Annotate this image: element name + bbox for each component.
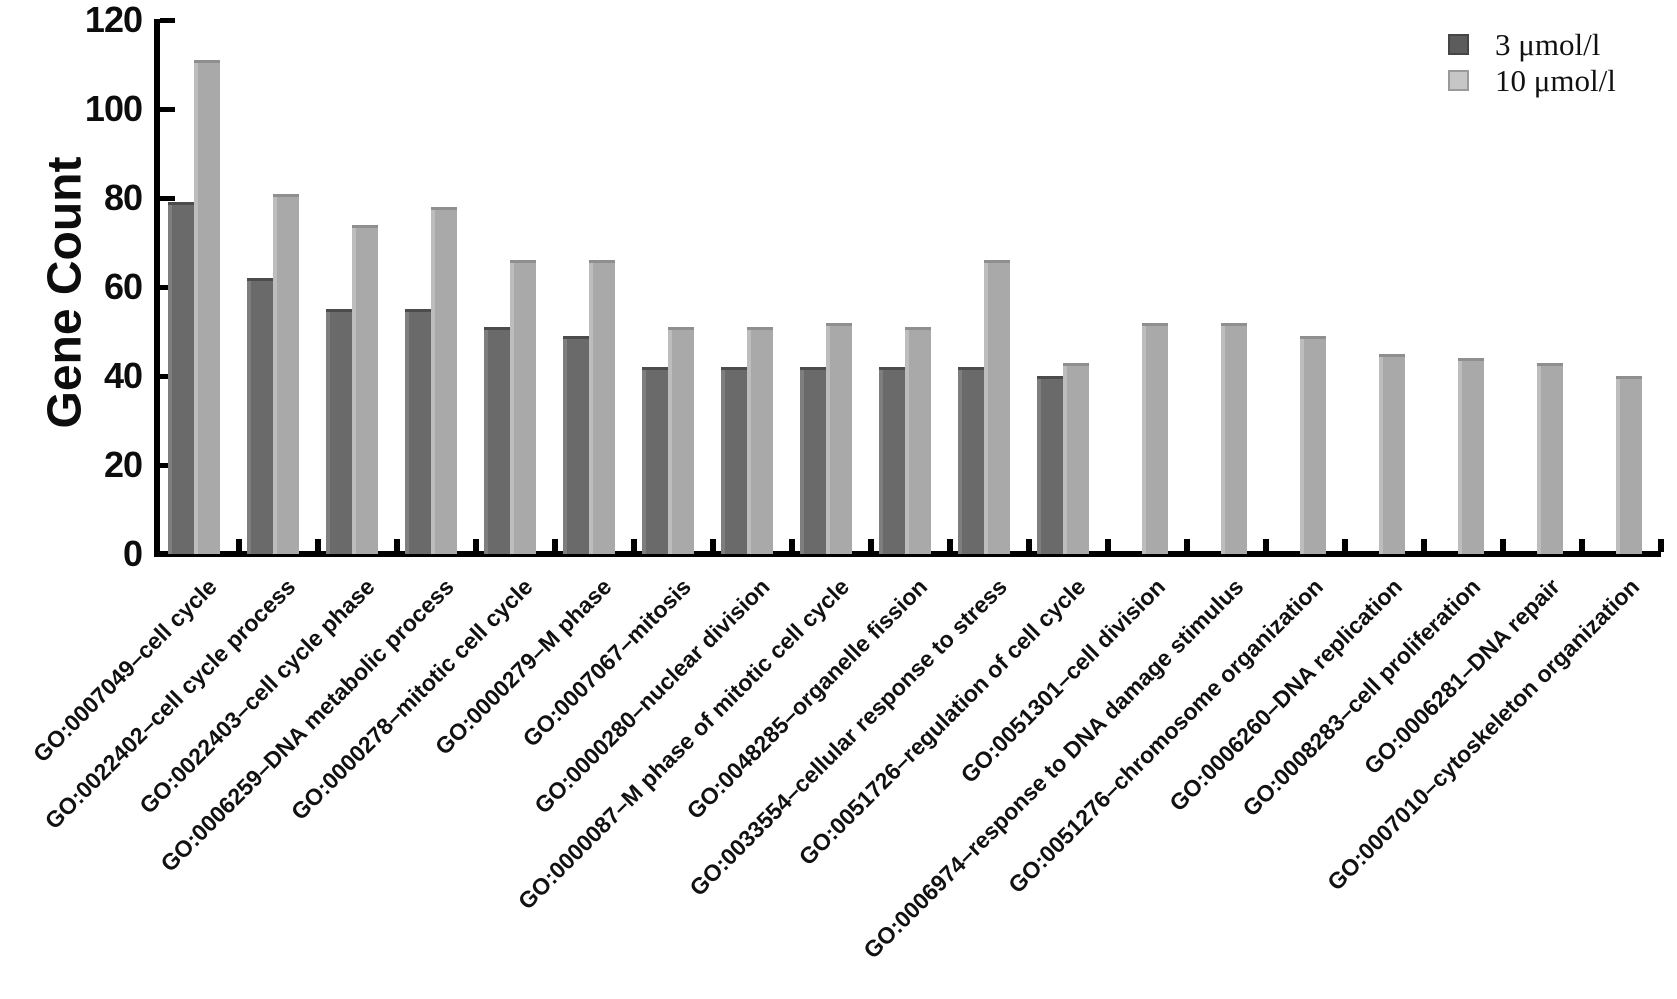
legend-item-3umol: 3 μmol/l	[1448, 26, 1616, 62]
bar-light-13	[1221, 322, 1247, 554]
y-tick-80	[160, 195, 175, 201]
bar-light-7	[747, 327, 773, 554]
y-tick-label-20: 20	[103, 444, 143, 485]
x-tick-2	[315, 539, 321, 552]
bar-light-14	[1300, 335, 1326, 554]
x-category-label-13: GO:0006974–response to DNA damage stimul…	[858, 573, 1249, 964]
x-tick-3	[394, 539, 400, 552]
y-tick-20	[160, 462, 175, 468]
x-tick-7	[710, 539, 716, 552]
bar-dark-6	[642, 367, 668, 554]
bar-light-2	[352, 224, 378, 554]
bar-dark-2	[326, 309, 352, 554]
y-tick-label-0: 0	[122, 533, 143, 574]
x-tick-11	[1026, 539, 1032, 552]
x-tick-12	[1105, 539, 1111, 552]
bar-light-1	[273, 193, 299, 554]
x-tick-18	[1579, 539, 1585, 552]
y-tick-120	[160, 17, 175, 23]
x-tick-4	[473, 539, 479, 552]
bar-light-6	[668, 327, 694, 554]
y-tick-label-120: 120	[84, 0, 143, 40]
bar-dark-5	[563, 335, 589, 554]
y-tick-label-100: 100	[84, 88, 143, 129]
legend-label-10umol: 10 μmol/l	[1495, 62, 1616, 98]
x-axis-line	[154, 551, 1661, 557]
bar-light-12	[1142, 322, 1168, 554]
bar-dark-10	[958, 367, 984, 554]
bar-light-9	[905, 327, 931, 554]
x-category-label-11: GO:0051726–regulation of cell cycle	[793, 573, 1091, 871]
bar-light-10	[984, 260, 1010, 554]
bar-light-0	[194, 60, 220, 554]
y-tick-100	[160, 106, 175, 112]
y-tick-label-40: 40	[103, 355, 143, 396]
y-tick-0	[160, 551, 175, 557]
legend-item-10umol: 10 μmol/l	[1448, 62, 1616, 98]
bar-dark-9	[879, 367, 905, 554]
legend-swatch-10umol	[1448, 69, 1469, 91]
bar-dark-1	[247, 278, 273, 554]
x-tick-9	[868, 539, 874, 552]
bar-light-17	[1537, 362, 1563, 554]
x-tick-1	[236, 539, 242, 552]
bar-dark-0	[168, 202, 194, 554]
x-tick-19	[1658, 539, 1664, 552]
x-tick-6	[631, 539, 637, 552]
x-tick-14	[1263, 539, 1269, 552]
x-category-label-3: GO:0006259–DNA metabolic process	[155, 573, 459, 877]
x-tick-10	[947, 539, 953, 552]
legend: 3 μmol/l 10 μmol/l	[1448, 26, 1616, 98]
y-tick-60	[160, 284, 175, 290]
bar-light-3	[431, 206, 457, 554]
bar-light-4	[510, 260, 536, 554]
bar-dark-11	[1037, 376, 1063, 554]
bar-dark-4	[484, 327, 510, 554]
bar-light-5	[589, 260, 615, 554]
bar-light-16	[1458, 358, 1484, 554]
bar-dark-7	[721, 367, 747, 554]
x-tick-17	[1500, 539, 1506, 552]
x-tick-16	[1421, 539, 1427, 552]
x-tick-5	[552, 539, 558, 552]
y-tick-label-80: 80	[103, 177, 143, 218]
x-tick-15	[1342, 539, 1348, 552]
y-tick-label-60: 60	[103, 266, 143, 307]
legend-swatch-3umol	[1448, 33, 1469, 55]
bar-dark-3	[405, 309, 431, 554]
legend-label-3umol: 3 μmol/l	[1495, 26, 1601, 62]
bar-light-15	[1379, 353, 1405, 554]
bar-light-8	[826, 322, 852, 554]
bar-light-11	[1063, 362, 1089, 554]
y-axis-line	[154, 19, 160, 557]
bar-dark-8	[800, 367, 826, 554]
bar-light-18	[1616, 376, 1642, 554]
y-tick-40	[160, 373, 175, 379]
x-tick-8	[789, 539, 795, 552]
x-tick-13	[1184, 539, 1190, 552]
